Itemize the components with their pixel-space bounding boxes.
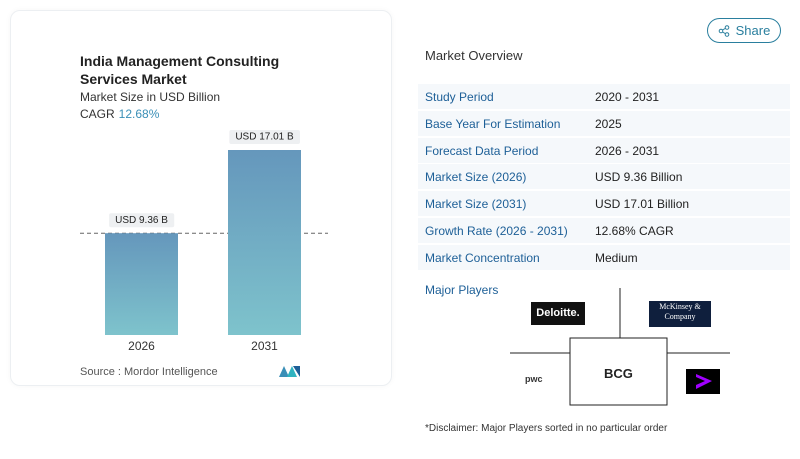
source-logo [279,366,300,377]
overview-row: Growth Rate (2026 - 2031) 12.68% CAGR [418,218,790,243]
row-value: 2026 - 2031 [595,143,660,158]
overview-row: Forecast Data Period 2026 - 2031 [418,137,790,163]
share-icon [718,24,729,37]
row-value: Medium [595,250,638,265]
chart-subtitle: Market Size in USD Billion [80,90,221,104]
disclaimer: *Disclaimer: Major Players sorted in no … [425,423,668,434]
row-value: 2020 - 2031 [595,90,660,104]
row-label: Market Size (2031) [425,197,527,212]
row-value: 12.68% CAGR [595,224,674,238]
overview-title: Market Overview [425,48,523,63]
logo: Deloitte. [536,307,580,319]
row-label: Growth Rate (2026 - 2031) [425,224,568,238]
overview-row: Study Period 2020 - 2031 [418,84,790,109]
share-label: Share [735,23,771,38]
chart-card [10,10,392,386]
value-label: USD 9.36 B [115,215,168,226]
value-label: USD 17.01 B [235,132,294,143]
overview-row: Base Year For Estimation 2025 [418,110,790,136]
x-tick-label: 2031 [251,339,278,353]
row-label: Study Period [425,90,494,104]
overview-row: Market Concentration Medium [418,244,790,270]
players-title: Major Players [425,283,499,297]
row-value: 2025 [595,116,622,131]
x-tick-label: 2026 [128,339,155,353]
bar [105,233,178,335]
logo: BCG [604,366,633,381]
overview-row: Market Size (2026) USD 9.36 Billion [418,164,790,190]
value-label-bg [109,213,175,228]
cagr-label: CAGR [80,107,115,121]
chart-title: India Management Consulting Services Mar… [80,53,280,87]
bar [228,150,301,335]
row-label: Forecast Data Period [425,143,539,158]
accenture-logo [696,374,712,389]
logo: McKinsey & Company [659,302,701,321]
overview-row: Market Size (2031) USD 17.01 Billion [418,191,790,217]
row-value: USD 9.36 Billion [595,170,683,185]
cagr: CAGR 12.68% [80,107,159,121]
row-label: Market Size (2026) [425,170,527,185]
players-grid [510,288,730,406]
source: Source : Mordor Intelligence [80,366,218,378]
row-label: Market Concentration [425,250,540,265]
row-value: USD 17.01 Billion [595,197,690,212]
share-button[interactable]: Share [707,18,781,43]
cagr-value: 12.68% [118,107,160,121]
chart: Source : Mordor Intelligence 2026 USD 9.3… [80,130,328,378]
row-label: Base Year For Estimation [425,116,561,131]
logo: pwc [525,374,543,384]
value-label-bg [229,130,301,144]
